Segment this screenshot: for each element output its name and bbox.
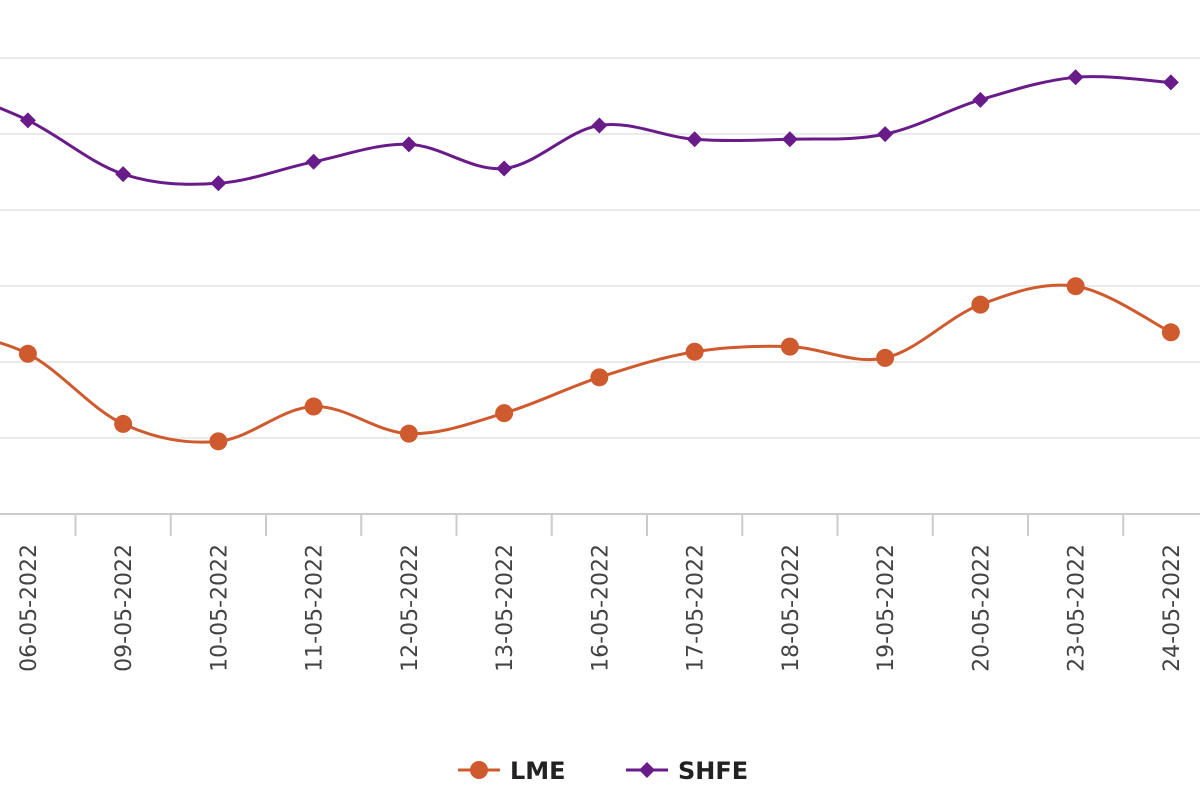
- data-point-shfe: [1162, 74, 1179, 91]
- series-lines: [0, 75, 1172, 444]
- legend-marker-shfe: [639, 762, 655, 778]
- x-tick-label: 18-05-2022: [779, 544, 804, 672]
- data-point-shfe: [496, 160, 513, 177]
- x-tick-label: 24-05-2022: [1160, 544, 1185, 672]
- legend-item-lme: LME: [458, 757, 566, 785]
- data-point-shfe: [781, 131, 798, 148]
- data-point-shfe: [305, 153, 322, 170]
- data-point-lme: [209, 432, 228, 451]
- legend-marker-lme: [470, 761, 488, 779]
- x-axis: 05-05-202206-05-202209-05-202210-05-2022…: [0, 513, 1200, 672]
- data-point-shfe: [972, 91, 989, 108]
- x-tick-label: 13-05-2022: [493, 544, 518, 672]
- data-point-shfe: [115, 166, 132, 183]
- data-point-lme: [1161, 323, 1180, 342]
- data-point-shfe: [1067, 69, 1084, 86]
- data-point-shfe: [210, 175, 227, 192]
- legend-label-lme: LME: [510, 757, 566, 785]
- data-point-lme: [304, 397, 323, 416]
- series-line-shfe: [0, 75, 1171, 186]
- data-point-lme: [18, 344, 37, 363]
- x-tick-label: 09-05-2022: [112, 544, 137, 672]
- data-point-lme: [590, 368, 609, 387]
- x-tick-label: 23-05-2022: [1065, 544, 1090, 672]
- data-point-lme: [1066, 277, 1085, 296]
- x-tick-label: 19-05-2022: [874, 544, 899, 672]
- x-tick-label: 12-05-2022: [398, 544, 423, 672]
- data-point-shfe: [877, 126, 894, 143]
- legend-label-shfe: SHFE: [678, 757, 748, 785]
- x-tick-label: 16-05-2022: [588, 544, 613, 672]
- data-point-lme: [399, 424, 418, 443]
- data-point-lme: [114, 414, 133, 433]
- series-markers: [18, 69, 1180, 451]
- data-point-shfe: [591, 117, 608, 134]
- data-point-lme: [876, 348, 895, 367]
- data-point-lme: [685, 342, 704, 361]
- series-line-lme: [0, 283, 1172, 444]
- x-tick-label: 11-05-2022: [303, 544, 328, 672]
- data-point-shfe: [686, 131, 703, 148]
- x-tick-label: 17-05-2022: [684, 544, 709, 672]
- data-point-shfe: [19, 112, 36, 129]
- data-point-shfe: [400, 136, 417, 153]
- data-point-lme: [971, 295, 990, 314]
- x-tick-label: 20-05-2022: [969, 544, 994, 672]
- legend: LME SHFE: [458, 757, 748, 785]
- data-point-lme: [495, 404, 514, 423]
- legend-item-shfe: SHFE: [626, 757, 748, 785]
- x-tick-label: 10-05-2022: [207, 544, 232, 672]
- data-point-lme: [780, 337, 799, 356]
- gridlines: [0, 57, 1200, 439]
- x-tick-label: 06-05-2022: [17, 544, 42, 672]
